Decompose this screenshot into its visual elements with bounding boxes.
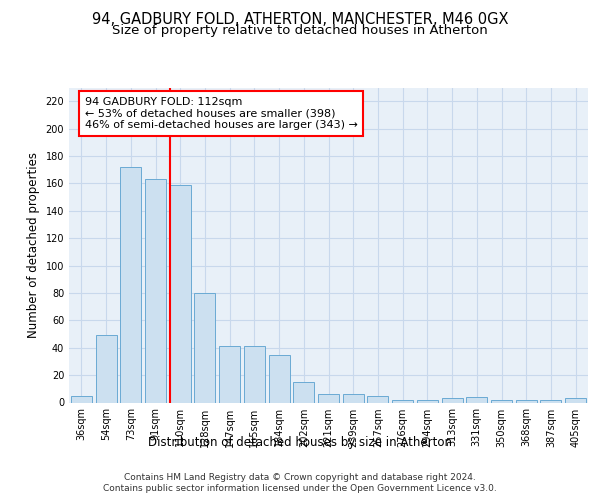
Bar xyxy=(293,382,314,402)
Bar xyxy=(219,346,240,403)
Bar xyxy=(120,167,141,402)
Bar xyxy=(367,396,388,402)
Bar xyxy=(466,397,487,402)
Bar xyxy=(516,400,537,402)
Text: 94 GADBURY FOLD: 112sqm
← 53% of detached houses are smaller (398)
46% of semi-d: 94 GADBURY FOLD: 112sqm ← 53% of detache… xyxy=(85,97,358,130)
Bar xyxy=(318,394,339,402)
Bar xyxy=(343,394,364,402)
Bar xyxy=(417,400,438,402)
Bar xyxy=(442,398,463,402)
Bar xyxy=(145,180,166,402)
Bar xyxy=(269,354,290,403)
Bar xyxy=(541,400,562,402)
Bar xyxy=(565,398,586,402)
Bar xyxy=(392,400,413,402)
Text: Size of property relative to detached houses in Atherton: Size of property relative to detached ho… xyxy=(112,24,488,37)
Text: Distribution of detached houses by size in Atherton: Distribution of detached houses by size … xyxy=(148,436,452,449)
Bar xyxy=(491,400,512,402)
Bar xyxy=(170,184,191,402)
Bar xyxy=(95,336,116,402)
Bar xyxy=(71,396,92,402)
Y-axis label: Number of detached properties: Number of detached properties xyxy=(27,152,40,338)
Text: Contains HM Land Registry data © Crown copyright and database right 2024.: Contains HM Land Registry data © Crown c… xyxy=(124,472,476,482)
Text: Contains public sector information licensed under the Open Government Licence v3: Contains public sector information licen… xyxy=(103,484,497,493)
Bar xyxy=(244,346,265,403)
Bar xyxy=(194,293,215,403)
Text: 94, GADBURY FOLD, ATHERTON, MANCHESTER, M46 0GX: 94, GADBURY FOLD, ATHERTON, MANCHESTER, … xyxy=(92,12,508,28)
